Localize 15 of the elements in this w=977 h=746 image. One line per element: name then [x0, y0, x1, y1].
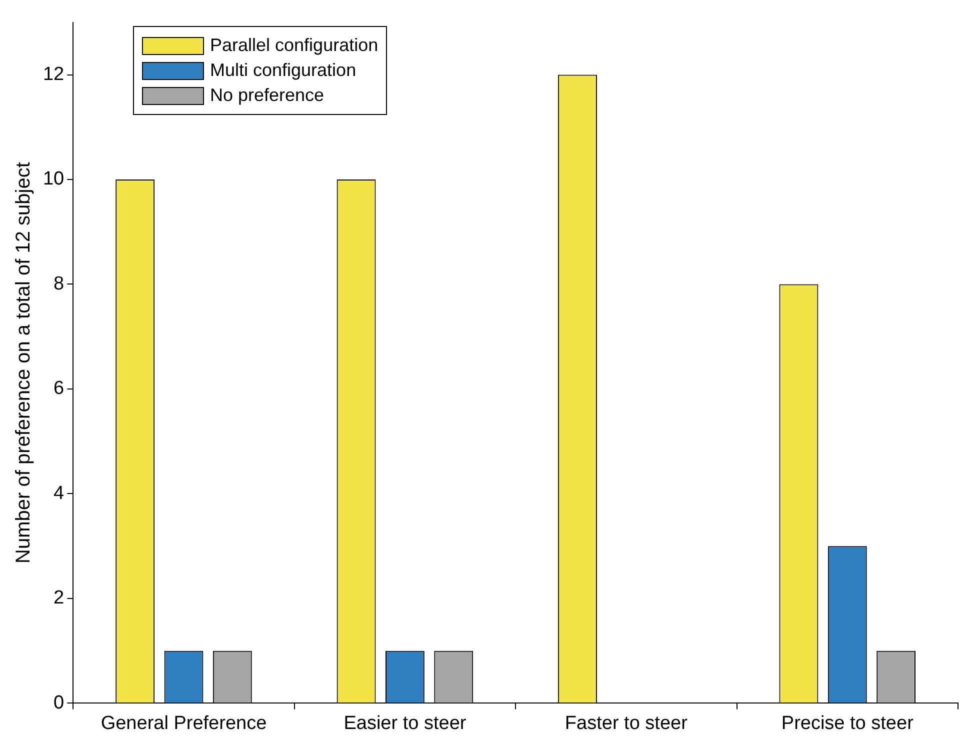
- y-tick-label: 10: [42, 168, 64, 190]
- x-tick-label: General Preference: [100, 712, 267, 734]
- y-tick-label: 8: [54, 273, 64, 294]
- x-tick-label: Faster to steer: [564, 712, 688, 734]
- y-tick-label: 4: [54, 482, 65, 504]
- legend-label: Multi configuration: [210, 60, 356, 81]
- y-tick-label: 2: [54, 588, 64, 609]
- x-tick-label: Precise to steer: [781, 712, 914, 734]
- legend-label: No preference: [210, 85, 324, 106]
- x-tick-label: Easier to steer: [344, 712, 467, 734]
- y-axis-title: Number of preference on a total of 12 subject: [12, 162, 35, 564]
- y-tick-label: 12: [42, 64, 64, 86]
- y-tick-label: 0: [54, 692, 64, 714]
- legend-label: Parallel configuration: [210, 35, 378, 56]
- y-tick-label: 6: [54, 378, 64, 400]
